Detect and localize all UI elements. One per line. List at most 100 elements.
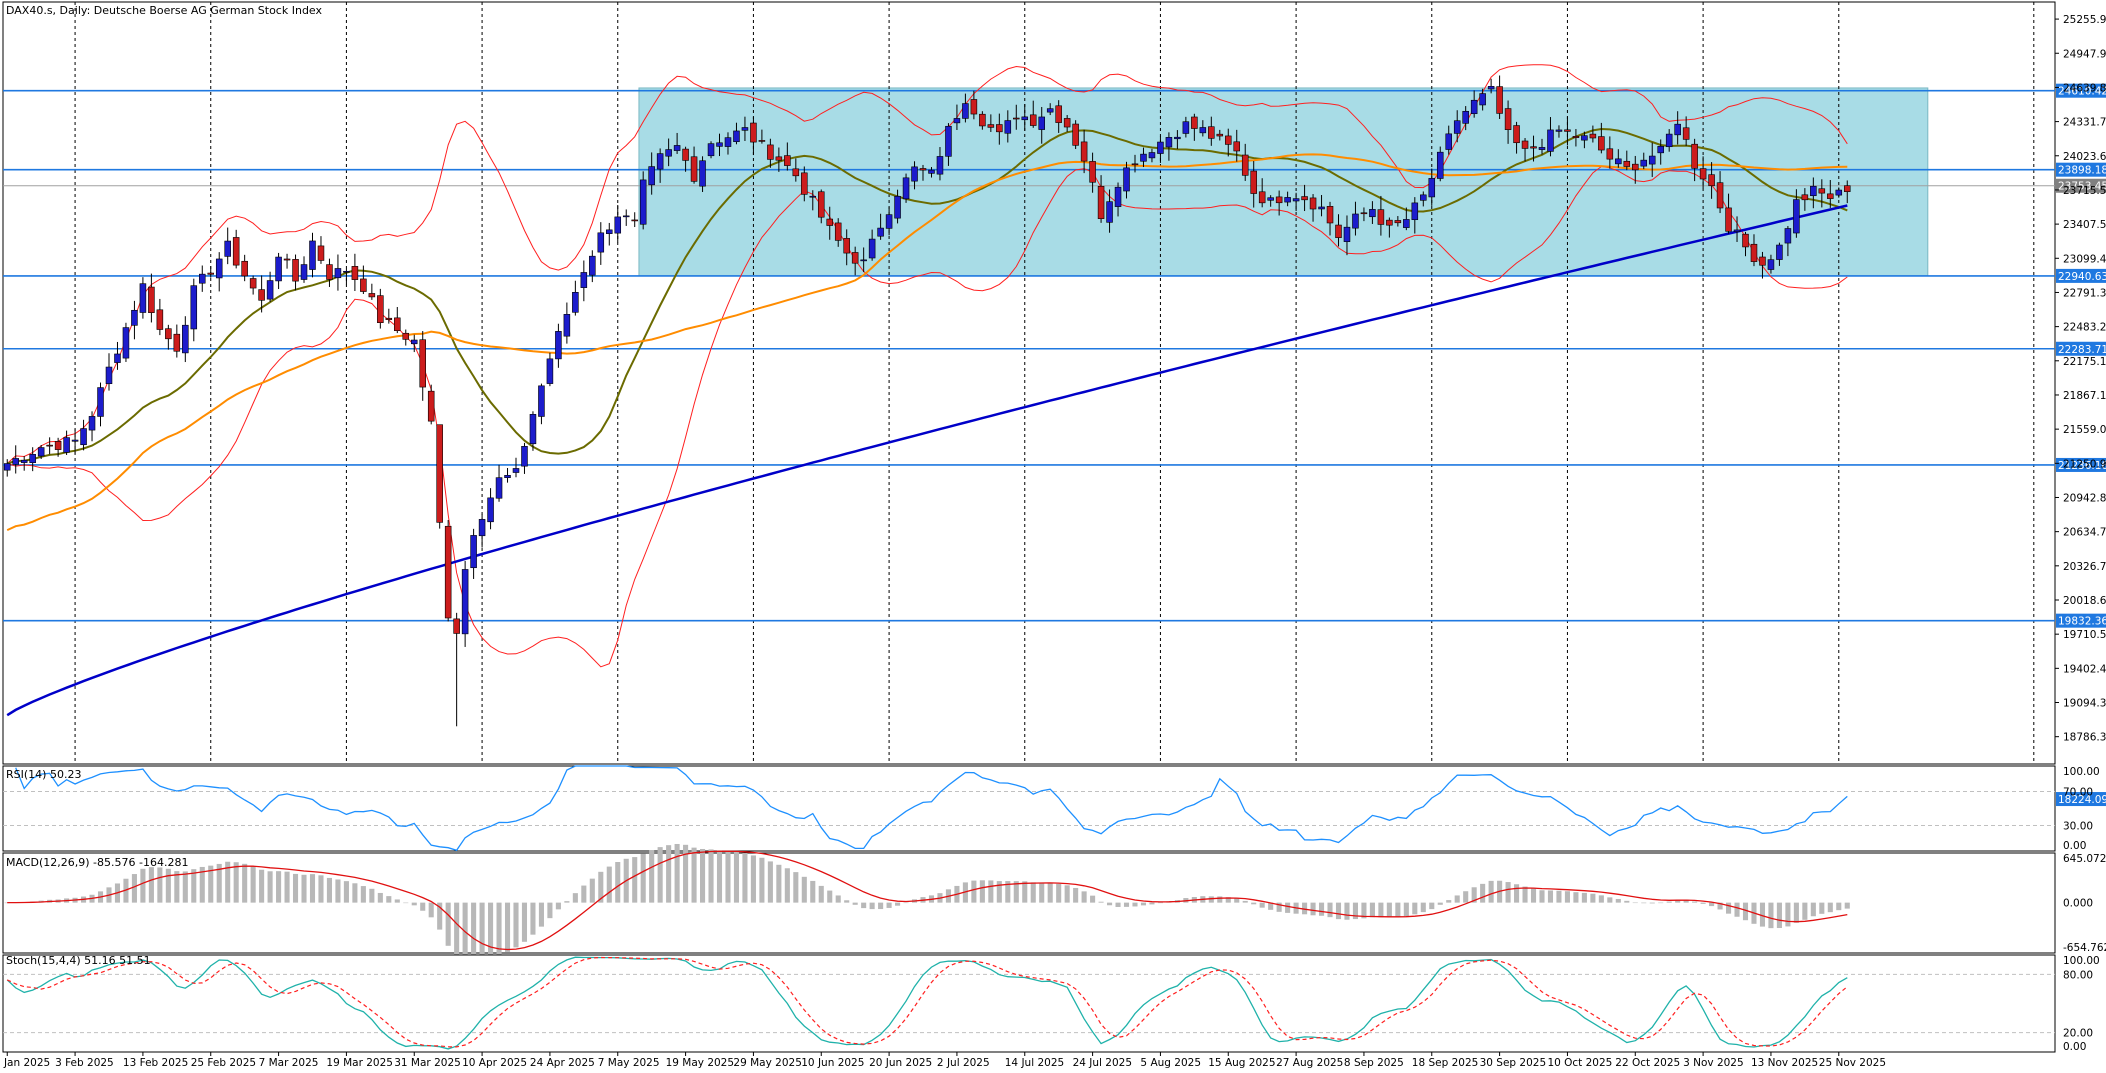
candle-body bbox=[1632, 163, 1639, 171]
candle-body bbox=[1581, 135, 1588, 141]
candle-body bbox=[71, 439, 79, 442]
macd-histogram-bar bbox=[1378, 902, 1384, 918]
candle-body bbox=[682, 148, 689, 161]
level-tag bbox=[2056, 792, 2106, 807]
candle-body bbox=[631, 219, 638, 222]
macd-histogram-bar bbox=[1827, 902, 1833, 913]
rsi-pane[interactable]: 100.00 70.00 30.00 0.00 bbox=[2, 765, 2100, 852]
candle-body bbox=[317, 245, 325, 261]
macd-histogram-bar bbox=[666, 845, 672, 903]
candle-body bbox=[1191, 116, 1198, 129]
macd-histogram-bar bbox=[869, 902, 875, 910]
x-tick-label: 7 May 2025 bbox=[598, 1057, 660, 1069]
macd-histogram-bar bbox=[445, 902, 451, 946]
candle-body bbox=[12, 458, 19, 465]
macd-histogram-bar bbox=[1335, 902, 1342, 920]
x-tick-label: 2 Jul 2025 bbox=[937, 1057, 990, 1069]
candle-body bbox=[1793, 199, 1800, 234]
macd-histogram-bar bbox=[437, 902, 443, 930]
candle-body bbox=[436, 424, 443, 523]
candle-body bbox=[1420, 194, 1427, 201]
candle-body bbox=[241, 260, 248, 277]
macd-histogram-bar bbox=[1013, 881, 1019, 903]
candle-body bbox=[1462, 110, 1469, 124]
candle-body bbox=[546, 358, 554, 384]
candle-body bbox=[1767, 259, 1775, 270]
macd-histogram-bar bbox=[1675, 899, 1681, 903]
macd-histogram-bar bbox=[250, 866, 256, 903]
candle-body bbox=[614, 216, 622, 234]
y-tick-label: 23715.58 bbox=[2063, 185, 2106, 197]
macd-histogram-bar bbox=[352, 883, 358, 903]
macd-histogram-bar bbox=[1615, 898, 1621, 903]
y-tick-label: -654.762 bbox=[2063, 942, 2106, 954]
candle-body bbox=[1038, 116, 1045, 130]
macd-histogram-bar bbox=[1276, 902, 1282, 912]
candle-body bbox=[1665, 133, 1673, 148]
macd-histogram-bar bbox=[657, 847, 663, 903]
macd-histogram-bar bbox=[1403, 902, 1409, 917]
candle-body bbox=[1750, 243, 1758, 262]
candle-body bbox=[1275, 196, 1283, 204]
macd-histogram-bar bbox=[1140, 902, 1147, 906]
price-pane[interactable]: 24610.42 23898.18 22940.63 22283.71 21236.16… bbox=[2, 1, 2106, 1052]
macd-histogram-bar bbox=[1836, 902, 1842, 911]
candle-body bbox=[1530, 146, 1537, 149]
macd-histogram-bar bbox=[301, 874, 307, 903]
candle-body bbox=[1572, 136, 1580, 138]
candle-body bbox=[699, 160, 706, 187]
y-tick-label: 22175.18 bbox=[2063, 356, 2106, 368]
candle-body bbox=[1436, 151, 1444, 179]
candle-body bbox=[1216, 133, 1224, 137]
x-tick-label: 31 Mar 2025 bbox=[394, 1057, 461, 1069]
macd-histogram-bar bbox=[1344, 902, 1350, 920]
macd-histogram-bar bbox=[1251, 902, 1257, 905]
macd-histogram-bar bbox=[1802, 902, 1808, 920]
candle-body bbox=[1360, 212, 1368, 215]
macd-histogram-bar bbox=[471, 902, 477, 966]
macd-histogram-bar bbox=[1429, 902, 1435, 910]
candle-body bbox=[1199, 127, 1207, 134]
pane-frame bbox=[2, 765, 2056, 852]
macd-histogram-bar bbox=[1514, 884, 1520, 903]
candle-body bbox=[1496, 86, 1503, 114]
candle-body bbox=[410, 339, 418, 345]
macd-histogram-bar bbox=[1768, 902, 1774, 929]
candle-body bbox=[88, 416, 96, 431]
candle-body bbox=[1682, 127, 1690, 140]
candle-body bbox=[1352, 213, 1359, 229]
candle-body bbox=[1106, 201, 1113, 223]
macd-histogram-bar bbox=[547, 902, 553, 919]
candle-body bbox=[665, 149, 672, 157]
macd-histogram-bar bbox=[1234, 898, 1240, 903]
x-tick-label: 24 Apr 2025 bbox=[530, 1057, 595, 1069]
macd-histogram-bar bbox=[1123, 902, 1130, 907]
candle-body bbox=[656, 153, 664, 170]
candle-body bbox=[1403, 219, 1410, 228]
level-tag bbox=[2056, 457, 2106, 472]
chart-title: DAX40.s, Daily: Deutsche Boerse AG Germa… bbox=[6, 4, 322, 17]
candle-body bbox=[953, 118, 961, 124]
macd-histogram-bar bbox=[1480, 883, 1486, 903]
candle-body bbox=[504, 475, 511, 478]
candle-body bbox=[1157, 141, 1164, 154]
macd-histogram-bar bbox=[1285, 902, 1291, 913]
macd-histogram-bar bbox=[1310, 902, 1316, 916]
macd-histogram-bar bbox=[988, 880, 994, 903]
x-tick-label: 24 Jul 2025 bbox=[1073, 1057, 1132, 1069]
stoch-signal-line bbox=[6, 956, 1848, 1048]
macd-histogram-bar bbox=[259, 869, 265, 903]
stochastic-pane[interactable]: 100.00 80.00 20.000.00 bbox=[2, 954, 2100, 1053]
level-tag bbox=[2056, 268, 2106, 283]
macd-histogram-bar bbox=[479, 902, 485, 965]
y-tick-label: 22791.34 bbox=[2063, 287, 2106, 299]
candle-body bbox=[139, 283, 147, 313]
macd-histogram-bar bbox=[861, 902, 867, 909]
macd-histogram-bar bbox=[165, 868, 171, 903]
macd-histogram-bar bbox=[606, 866, 612, 903]
macd-histogram-bar bbox=[318, 875, 324, 903]
macd-pane[interactable]: 645.072 0.000 -654.762 bbox=[2, 843, 2106, 966]
candle-body bbox=[1428, 178, 1436, 198]
candle-body bbox=[877, 227, 884, 237]
